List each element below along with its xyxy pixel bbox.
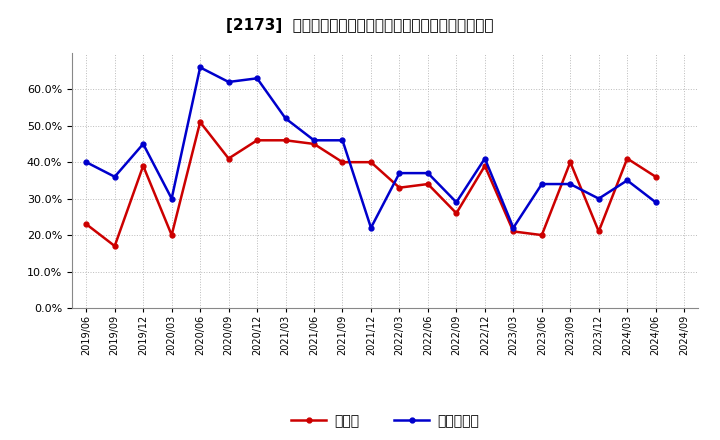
現顔金: [509, 229, 518, 234]
現顔金: [423, 181, 432, 187]
現顔金: [652, 174, 660, 180]
有利子負債: [509, 225, 518, 231]
現顔金: [366, 160, 375, 165]
有利子負債: [167, 196, 176, 201]
有利子負債: [623, 178, 631, 183]
有利子負債: [566, 181, 575, 187]
有利子負債: [225, 79, 233, 84]
現顔金: [395, 185, 404, 191]
有利子負債: [366, 225, 375, 231]
有利子負債: [196, 65, 204, 70]
現顔金: [310, 141, 318, 147]
現顔金: [225, 156, 233, 161]
有利子負債: [423, 170, 432, 176]
現顔金: [82, 221, 91, 227]
現顔金: [452, 211, 461, 216]
有利子負債: [652, 200, 660, 205]
有利子負債: [452, 200, 461, 205]
現顔金: [282, 138, 290, 143]
現顔金: [253, 138, 261, 143]
有利子負債: [282, 116, 290, 121]
現顔金: [537, 232, 546, 238]
Line: 有利子負債: 有利子負債: [84, 65, 658, 230]
Line: 現顔金: 現顔金: [84, 120, 658, 249]
有利子負債: [480, 156, 489, 161]
Text: [2173]  現顔金、有利子負債の総資産に対する比率の推移: [2173] 現顔金、有利子負債の総資産に対する比率の推移: [226, 18, 494, 33]
有利子負債: [537, 181, 546, 187]
現顔金: [623, 156, 631, 161]
有利子負債: [595, 196, 603, 201]
現顔金: [167, 232, 176, 238]
有利子負債: [253, 76, 261, 81]
現顔金: [196, 119, 204, 125]
有利子負債: [82, 160, 91, 165]
有利子負債: [338, 138, 347, 143]
現顔金: [338, 160, 347, 165]
有利子負債: [139, 141, 148, 147]
現顔金: [595, 229, 603, 234]
有利子負債: [110, 174, 119, 180]
Legend: 現顔金, 有利子負債: 現顔金, 有利子負債: [286, 409, 485, 434]
有利子負債: [395, 170, 404, 176]
現顔金: [139, 163, 148, 169]
現顔金: [566, 160, 575, 165]
現顔金: [110, 243, 119, 249]
有利子負債: [310, 138, 318, 143]
現顔金: [480, 163, 489, 169]
